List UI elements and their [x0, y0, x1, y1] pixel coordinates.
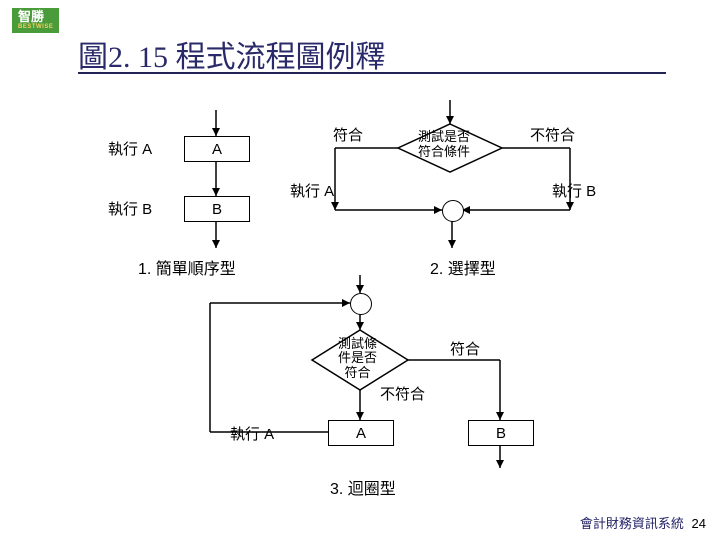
- logo: 智勝 BESTWISE: [12, 8, 59, 33]
- footer-text: 會計財務資訊系統: [580, 516, 684, 531]
- loop-caption: 3. 迴圈型: [330, 475, 396, 499]
- loop-entry-circle: [350, 293, 372, 315]
- loop-true-label: 符合: [450, 338, 480, 359]
- logo-sub: BESTWISE: [18, 24, 53, 31]
- loop-box-b: B: [468, 420, 534, 446]
- loop-box-a-text: A: [356, 425, 366, 442]
- diagram-canvas: 執行 A A 執行 B B 1. 簡單順序型 測試是否 符合條件 符合 不符合 …: [0, 80, 720, 520]
- footer: 會計財務資訊系統 24: [580, 513, 706, 532]
- loop-left-label: 執行 A: [230, 423, 274, 444]
- loop-false-label: 不符合: [380, 383, 425, 404]
- title-rule: [78, 72, 666, 74]
- logo-main: 智勝: [18, 9, 44, 24]
- page-title: 圖2. 15 程式流程圖例釋: [78, 32, 386, 76]
- loop-box-a: A: [328, 420, 394, 446]
- loop-decision-text: 測試條 件是否 符合: [338, 337, 377, 380]
- loop-box-b-text: B: [496, 425, 506, 442]
- page-number: 24: [692, 516, 706, 531]
